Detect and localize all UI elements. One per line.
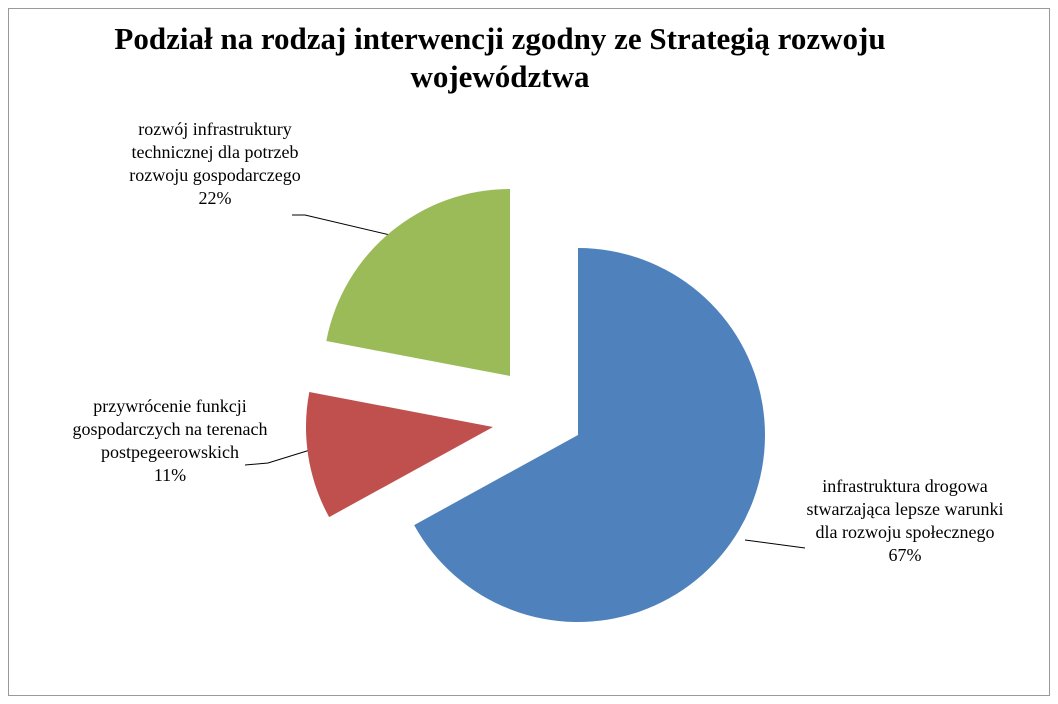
category-label: przywrócenie funkcji gospodarczych na te…	[72, 396, 268, 462]
value-label: 11%	[153, 465, 187, 485]
data-label: przywrócenie funkcji gospodarczych na te…	[70, 395, 270, 487]
leader-line	[292, 214, 391, 236]
pie-slice	[326, 189, 510, 376]
pie-slice	[414, 248, 766, 622]
data-label: infrastruktura drogowa stwarzająca lepsz…	[800, 475, 1010, 567]
category-label: infrastruktura drogowa stwarzająca lepsz…	[806, 476, 1004, 542]
pie-slice	[306, 391, 493, 518]
frame	[8, 8, 1050, 696]
leader-line	[244, 449, 311, 466]
value-label: 22%	[198, 188, 232, 208]
category-label: rozwój infrastruktury technicznej dla po…	[129, 119, 301, 185]
chart-title: Podział na rodzaj interwencji zgodny ze …	[114, 21, 886, 94]
data-label: rozwój infrastruktury technicznej dla po…	[125, 118, 305, 210]
value-label: 67%	[888, 545, 922, 565]
leader-line	[744, 539, 806, 549]
